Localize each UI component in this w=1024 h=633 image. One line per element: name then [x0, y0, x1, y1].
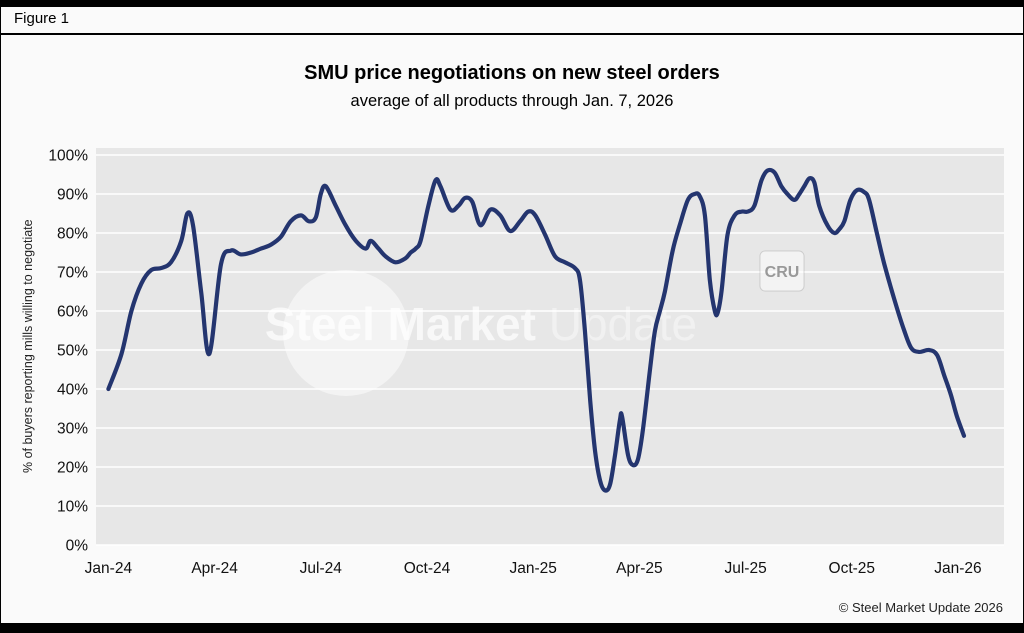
cru-badge [759, 250, 805, 292]
plot-area [96, 148, 1004, 545]
x-tick-label: Jan-25 [509, 560, 556, 577]
y-tick-label: 0% [66, 538, 89, 555]
x-tick-label: Apr-25 [616, 560, 663, 577]
x-tick-label: Apr-24 [191, 560, 238, 577]
x-tick-label: Jul-24 [300, 560, 343, 577]
x-tick-label: Oct-24 [404, 560, 451, 577]
x-tick-label: Jan-26 [934, 560, 981, 577]
top-black-bar [1, 0, 1023, 7]
y-tick-label: 60% [57, 304, 88, 321]
series-line [106, 167, 967, 493]
y-tick-label: 100% [48, 148, 88, 165]
watermark-globe [283, 270, 409, 396]
y-tick-label: 40% [57, 382, 88, 399]
x-tick-label: Jan-24 [85, 560, 133, 577]
cru-badge-text: CRU [765, 264, 800, 281]
x-tick-label: Oct-25 [829, 560, 876, 577]
copyright-text: © Steel Market Update 2026 [838, 600, 1003, 615]
y-tick-label: 80% [57, 226, 88, 243]
y-tick-label: 30% [57, 421, 88, 438]
x-tick-label: Jul-25 [724, 560, 766, 577]
y-tick-label: 50% [57, 343, 88, 360]
watermark-text: Steel Market Update [265, 298, 697, 350]
figure-label: Figure 1 [14, 10, 70, 27]
header-divider [1, 33, 1023, 35]
y-axis-label: % of buyers reporting mills willing to n… [21, 219, 35, 474]
bottom-black-bar [1, 623, 1023, 633]
chart-subtitle: average of all products through Jan. 7, … [350, 92, 674, 110]
y-tick-label: 20% [57, 460, 88, 477]
chart-title: SMU price negotiations on new steel orde… [304, 62, 720, 84]
y-tick-label: 70% [57, 265, 88, 282]
y-tick-label: 90% [57, 187, 88, 204]
y-tick-label: 10% [57, 499, 88, 516]
